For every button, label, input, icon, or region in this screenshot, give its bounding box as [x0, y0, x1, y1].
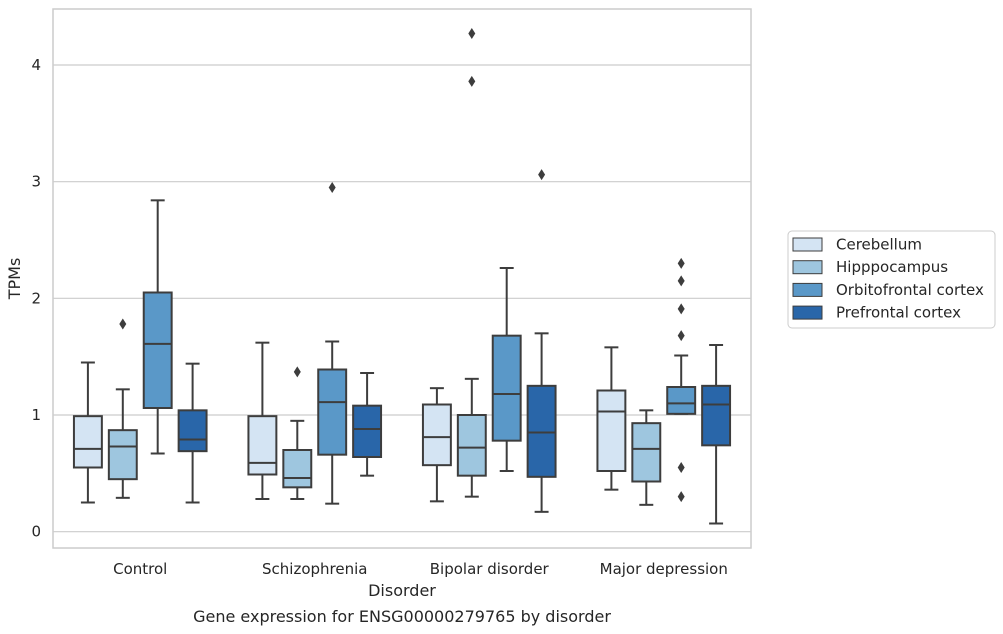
x-tick-label: Schizophrenia — [262, 560, 367, 578]
box-body — [631, 422, 662, 483]
outlier-point — [119, 318, 127, 330]
y-tick-labels: 0 1 2 3 4 — [31, 56, 41, 541]
box-body — [282, 449, 313, 489]
box-0-1 — [247, 341, 278, 500]
box-body — [421, 403, 452, 467]
box-2-2 — [491, 267, 522, 472]
outlier-point — [538, 169, 546, 181]
outlier-point — [677, 275, 685, 287]
box-0-3 — [596, 346, 627, 491]
x-tick-labels: Control Schizophrenia Bipolar disorder Majo… — [113, 560, 728, 578]
outlier-point — [677, 303, 685, 315]
box-3-0 — [177, 362, 208, 504]
chart-caption: Gene expression for ENSG00000279765 by d… — [193, 607, 611, 626]
outlier-point — [468, 28, 476, 39]
box-3-3 — [701, 344, 732, 525]
legend-item: Cerebellum — [792, 236, 922, 254]
y-tick-label-0: 0 — [31, 523, 41, 541]
box-body — [247, 415, 278, 476]
y-tick-label-2: 2 — [31, 289, 41, 307]
y-tick-label-4: 4 — [31, 56, 41, 74]
box-body — [177, 409, 208, 453]
outlier-point — [677, 491, 685, 503]
box-1-0 — [107, 318, 138, 499]
legend-item: Orbitofrontal cortex — [792, 281, 984, 299]
y-tick-label-3: 3 — [31, 173, 41, 191]
box-body — [526, 384, 557, 478]
outlier-point — [677, 257, 685, 269]
outlier-point — [328, 182, 336, 193]
x-tick-label: Control — [113, 560, 167, 578]
box-body — [456, 414, 487, 477]
legend-swatch — [792, 260, 823, 275]
x-axis-label: Disorder — [368, 581, 436, 600]
outlier-point — [677, 330, 685, 342]
outlier-point — [677, 462, 685, 473]
box-body — [107, 429, 138, 481]
x-tick-label: Bipolar disorder — [430, 560, 550, 578]
box-body — [352, 404, 383, 458]
box-body — [317, 368, 348, 456]
box-body — [72, 415, 103, 469]
box-body — [491, 334, 522, 442]
box-body — [666, 386, 697, 415]
box-0-0 — [72, 361, 103, 504]
legend-label: Cerebellum — [836, 236, 922, 254]
legend-item: Prefrontal cortex — [792, 304, 961, 322]
outlier-point — [293, 366, 301, 378]
box-2-0 — [142, 199, 173, 455]
x-tick-label: Major depression — [600, 560, 728, 578]
y-tick-label-1: 1 — [31, 406, 41, 424]
box-layer — [72, 28, 732, 525]
box-1-2 — [456, 28, 487, 498]
legend-label: Orbitofrontal cortex — [836, 281, 984, 299]
box-1-3 — [631, 409, 662, 506]
legend-swatch — [792, 305, 823, 320]
box-2-1 — [317, 182, 348, 505]
plot-frame — [52, 8, 752, 549]
legend: Cerebellum Hipppocampus Orbitofrontal cort… — [787, 230, 996, 329]
legend-frame — [787, 230, 996, 329]
box-3-1 — [352, 372, 383, 477]
box-0-2 — [421, 387, 452, 503]
box-3-2 — [526, 169, 557, 513]
y-axis-label: TPMs — [5, 258, 24, 301]
legend-swatch — [792, 282, 823, 297]
legend-label: Hipppocampus — [836, 258, 948, 276]
box-1-1 — [282, 366, 313, 500]
legend-label: Prefrontal cortex — [836, 304, 961, 322]
box-body — [142, 291, 173, 409]
box-body — [596, 389, 627, 472]
box-2-3 — [666, 257, 697, 503]
outlier-point — [468, 75, 476, 87]
legend-swatch — [792, 237, 823, 252]
legend-item: Hipppocampus — [792, 258, 948, 276]
box-body — [701, 384, 732, 447]
